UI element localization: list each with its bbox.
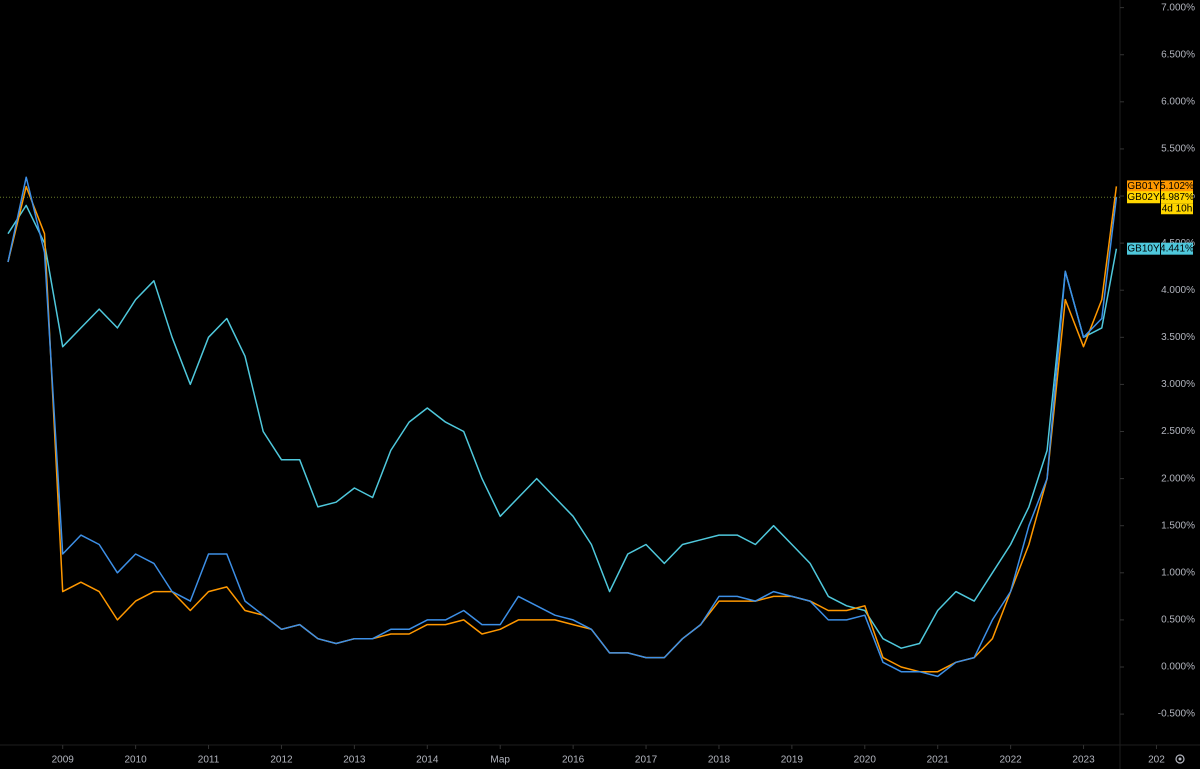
series-name-box: [1127, 242, 1160, 255]
last-value-label: 4.441%: [1160, 243, 1194, 254]
y-tick-label: 1.500%: [1161, 520, 1195, 531]
y-tick-label: 5.500%: [1161, 144, 1195, 155]
x-tick-label: 2013: [343, 755, 366, 766]
x-tick-label: 2021: [927, 755, 950, 766]
last-value-label: 5.102%: [1160, 181, 1194, 192]
x-tick-label: 2011: [198, 755, 220, 766]
y-tick-label: 0.500%: [1161, 615, 1195, 626]
y-tick-label: 3.000%: [1161, 379, 1195, 390]
x-tick-label: 2022: [1000, 755, 1023, 766]
last-value-box: [1161, 180, 1193, 193]
y-tick-label: -0.500%: [1158, 709, 1195, 720]
countdown: 4d 10h: [1162, 203, 1193, 214]
x-tick-label: 2016: [562, 755, 585, 766]
series-line: [7, 176, 1118, 678]
countdown-box: [1161, 203, 1193, 215]
y-tick-label: 6.500%: [1161, 49, 1195, 60]
y-tick-label: 7.000%: [1161, 2, 1195, 13]
series-line: [7, 185, 1118, 673]
y-tick-label: 0.000%: [1161, 662, 1195, 673]
x-tick-label: 2018: [708, 755, 731, 766]
series-line: [7, 204, 1118, 649]
series-name: GB01Y: [1127, 181, 1160, 192]
x-tick-label: 2017: [635, 755, 658, 766]
y-tick-label: 6.000%: [1161, 96, 1195, 107]
x-tick-label: 2014: [416, 755, 439, 766]
y-tick-label: 2.500%: [1161, 426, 1195, 437]
last-value-box: [1161, 242, 1193, 255]
last-value-box: [1161, 191, 1193, 204]
y-tick-label: 3.500%: [1161, 332, 1195, 343]
y-tick-label: 4.000%: [1161, 285, 1195, 296]
series-name-box: [1127, 191, 1160, 204]
x-tick-label: 2020: [854, 755, 877, 766]
x-tick-label: 2012: [270, 755, 293, 766]
settings-icon[interactable]: [1175, 754, 1185, 764]
x-tick-label: Мар: [490, 755, 510, 766]
settings-gear[interactable]: [1175, 754, 1185, 764]
series-name-box: [1127, 180, 1160, 193]
x-tick-label: 2023: [1072, 755, 1095, 766]
x-tick-label: 2009: [52, 755, 75, 766]
x-tick-label: 2019: [781, 755, 804, 766]
last-value-label: 4.987%: [1160, 192, 1194, 203]
settings-gear-center[interactable]: [1178, 757, 1182, 761]
y-tick-label: 2.000%: [1161, 473, 1195, 484]
x-tick-label: 202: [1148, 755, 1165, 766]
series-name: GB02Y: [1127, 192, 1160, 203]
series-name: GB10Y: [1127, 243, 1160, 254]
x-tick-label: 2010: [125, 755, 148, 766]
y-tick-label: 1.000%: [1161, 567, 1195, 578]
